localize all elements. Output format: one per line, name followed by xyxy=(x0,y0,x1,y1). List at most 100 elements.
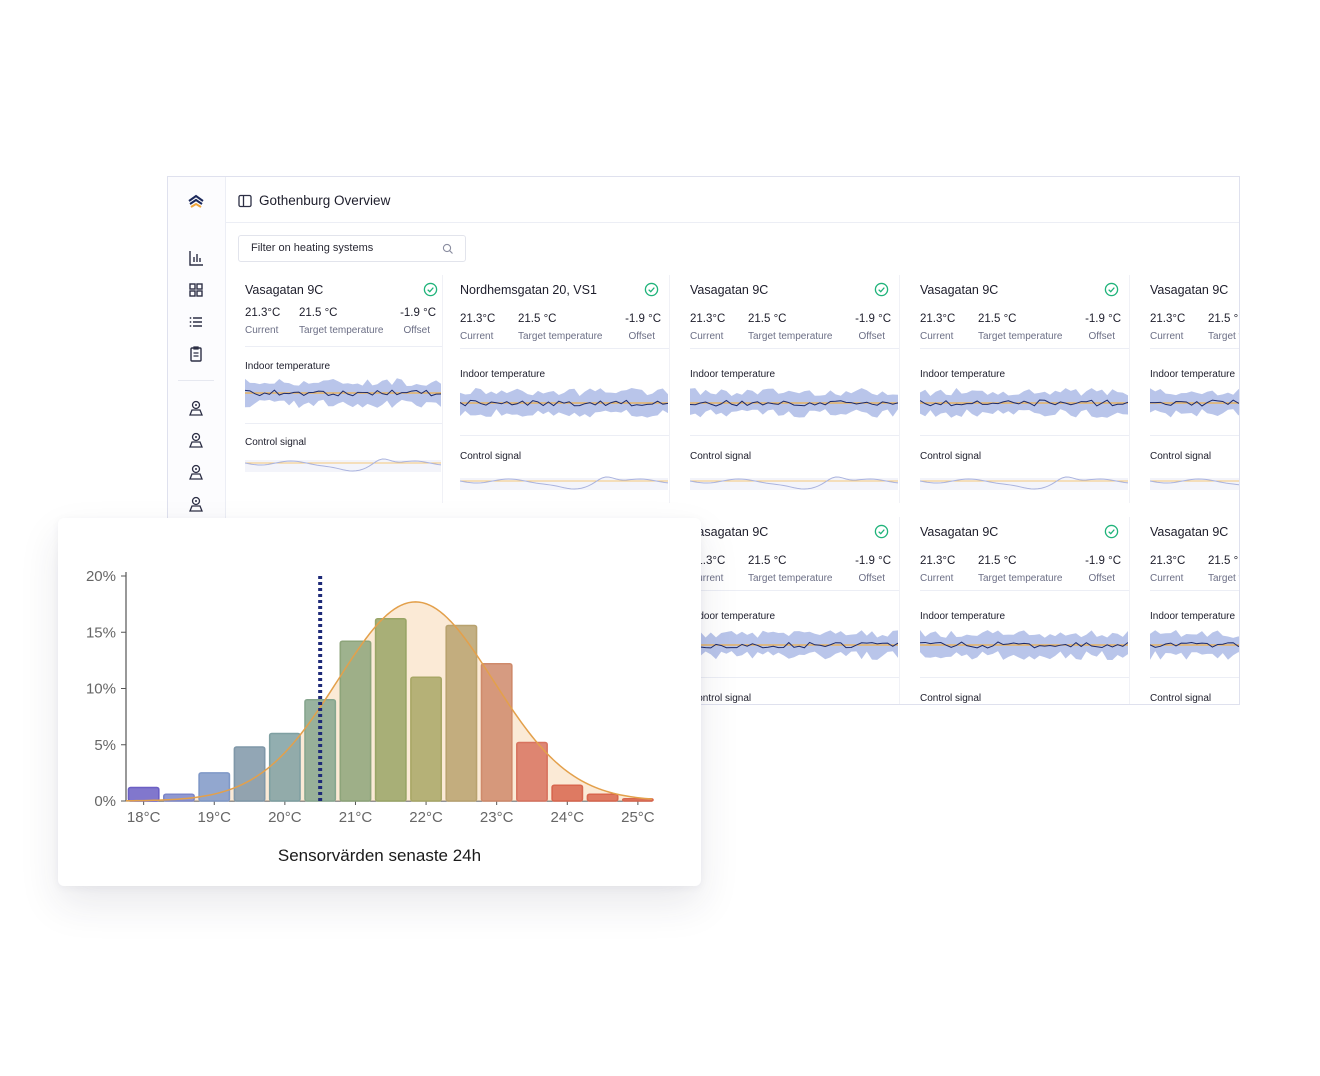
control-signal-line xyxy=(245,458,441,472)
histogram-bar xyxy=(127,786,160,802)
control-band xyxy=(1150,478,1239,490)
heating-card[interactable]: Vasagatan 9C 21.3°C Current 21.5 ° Target te… xyxy=(1142,517,1239,704)
heating-card[interactable]: Vasagatan 9C 21.3°C Current 21.5 °C Target t… xyxy=(682,275,900,503)
target-value: 21.5 ° xyxy=(1208,313,1239,325)
heating-card[interactable]: Vasagatan 9C 21.3°C Current 21.5 °C Target t… xyxy=(237,275,443,503)
filter-box[interactable] xyxy=(238,235,466,262)
chart-title: Sensorvärden senaste 24h xyxy=(277,846,482,865)
current-value: 21.3°C xyxy=(920,555,956,567)
location-user-icon[interactable] xyxy=(186,462,206,482)
card-divider xyxy=(460,435,669,436)
card-divider xyxy=(690,348,899,349)
target-value: 21.5 ° xyxy=(1208,555,1239,567)
location-user-icon[interactable] xyxy=(186,494,206,514)
control-signal-line xyxy=(920,476,1128,490)
card-divider xyxy=(1150,590,1239,591)
indoor-temperature-line xyxy=(920,399,1128,407)
offset-value: -1.9 °C xyxy=(855,555,891,567)
current-value: 21.3°C xyxy=(920,313,956,325)
bar-chart-icon[interactable] xyxy=(186,248,206,268)
heating-card[interactable]: Vasagatan 9C 21.3°C Current 21.5 °C Target t… xyxy=(912,517,1130,704)
heating-card[interactable]: Vasagatan 9C 21.3°C Current 21.5 ° Target te… xyxy=(1142,275,1239,503)
indoor-temperature-line xyxy=(920,641,1128,649)
offset-value: -1.9 °C xyxy=(1085,555,1121,567)
search-icon[interactable] xyxy=(442,243,454,255)
sidebar-divider xyxy=(178,380,214,381)
heating-card[interactable]: Nordhemsgatan 20, VS1 21.3°C Current 21.5 °… xyxy=(452,275,670,503)
indoor-temperature-line xyxy=(1150,399,1239,407)
list-icon[interactable] xyxy=(186,312,206,332)
target-label: Target temperature xyxy=(518,331,603,342)
card-divider xyxy=(920,435,1129,436)
x-tick-label: 25°C xyxy=(621,809,655,826)
indoor-temperature-label: Indoor temperature xyxy=(920,369,1006,380)
x-tick-label: 22°C xyxy=(409,809,443,826)
target-value: 21.5 °C xyxy=(518,313,557,325)
offset-label: Offset xyxy=(1088,573,1116,584)
indoor-temperature-label: Indoor temperature xyxy=(245,361,331,372)
status-ok-icon xyxy=(644,282,659,297)
status-ok-icon xyxy=(874,524,889,539)
current-label: Current xyxy=(1150,573,1184,584)
control-signal-label: Control signal xyxy=(920,451,982,462)
histogram-card: 0% 5% 10% 15% 20% 18°C 19°C 20°C 21°C 22°C 23°C 24°… xyxy=(58,518,701,886)
card-divider xyxy=(245,346,442,347)
histogram-chart: 0% 5% 10% 15% 20% 18°C 19°C 20°C 21°C 22°C 23°C 24°… xyxy=(86,568,655,826)
offset-label: Offset xyxy=(403,325,431,336)
indoor-temperature-label: Indoor temperature xyxy=(460,369,546,380)
target-value: 21.5 °C xyxy=(748,555,787,567)
status-ok-icon xyxy=(874,282,889,297)
card-divider xyxy=(690,590,899,591)
indoor-temperature-line xyxy=(460,399,668,407)
location-user-icon[interactable] xyxy=(186,398,206,418)
card-name: Vasagatan 9C xyxy=(1150,283,1229,297)
heating-card[interactable]: Vasagatan 9C 21.3°C Current 21.5 °C Target t… xyxy=(682,517,900,704)
target-label: Target temperature xyxy=(978,331,1063,342)
control-signal-label: Control signal xyxy=(690,693,752,704)
offset-value: -1.9 °C xyxy=(625,313,661,325)
offset-label: Offset xyxy=(858,573,886,584)
card-divider xyxy=(690,677,899,678)
offset-label: Offset xyxy=(858,331,886,342)
control-signal-label: Control signal xyxy=(460,451,522,462)
offset-value: -1.9 °C xyxy=(1085,313,1121,325)
indoor-temperature-label: Indoor temperature xyxy=(690,369,776,380)
control-signal-sparkline xyxy=(920,476,1128,490)
histogram-bar xyxy=(586,793,619,802)
target-value: 21.5 °C xyxy=(978,555,1017,567)
control-signal-line xyxy=(1150,478,1239,486)
histogram-bar xyxy=(198,772,231,802)
control-signal-line xyxy=(460,476,668,490)
card-name: Vasagatan 9C xyxy=(1150,525,1229,539)
card-divider xyxy=(1150,348,1239,349)
control-signal-sparkline xyxy=(1150,478,1239,490)
control-signal-sparkline xyxy=(690,476,898,490)
current-label: Current xyxy=(690,331,724,342)
x-tick-label: 20°C xyxy=(268,809,302,826)
heating-card[interactable]: Vasagatan 9C 21.3°C Current 21.5 °C Target t… xyxy=(912,275,1130,503)
indoor-temperature-line xyxy=(690,399,898,407)
clipboard-icon[interactable] xyxy=(186,344,206,364)
panel-toggle-icon[interactable] xyxy=(238,194,252,208)
card-divider xyxy=(460,348,669,349)
current-value: 21.3°C xyxy=(1150,555,1186,567)
card-divider xyxy=(690,435,899,436)
indoor-temperature-label: Indoor temperature xyxy=(1150,369,1236,380)
status-ok-icon xyxy=(1104,282,1119,297)
x-tick-label: 19°C xyxy=(197,809,231,826)
card-name: Vasagatan 9C xyxy=(920,525,999,539)
indoor-temperature-sparkline xyxy=(1150,388,1239,418)
filter-input[interactable] xyxy=(249,241,433,255)
current-value: 21.3°C xyxy=(1150,313,1186,325)
current-value: 21.3°C xyxy=(460,313,496,325)
card-divider xyxy=(245,423,442,424)
offset-label: Offset xyxy=(1088,331,1116,342)
logo-icon[interactable] xyxy=(186,192,206,212)
grid-icon[interactable] xyxy=(186,280,206,300)
topbar: Gothenburg Overview xyxy=(225,177,1239,223)
location-user-icon[interactable] xyxy=(186,430,206,450)
card-divider xyxy=(920,348,1129,349)
card-name: Vasagatan 9C xyxy=(690,283,769,297)
control-signal-label: Control signal xyxy=(920,693,982,704)
current-label: Current xyxy=(690,573,724,584)
